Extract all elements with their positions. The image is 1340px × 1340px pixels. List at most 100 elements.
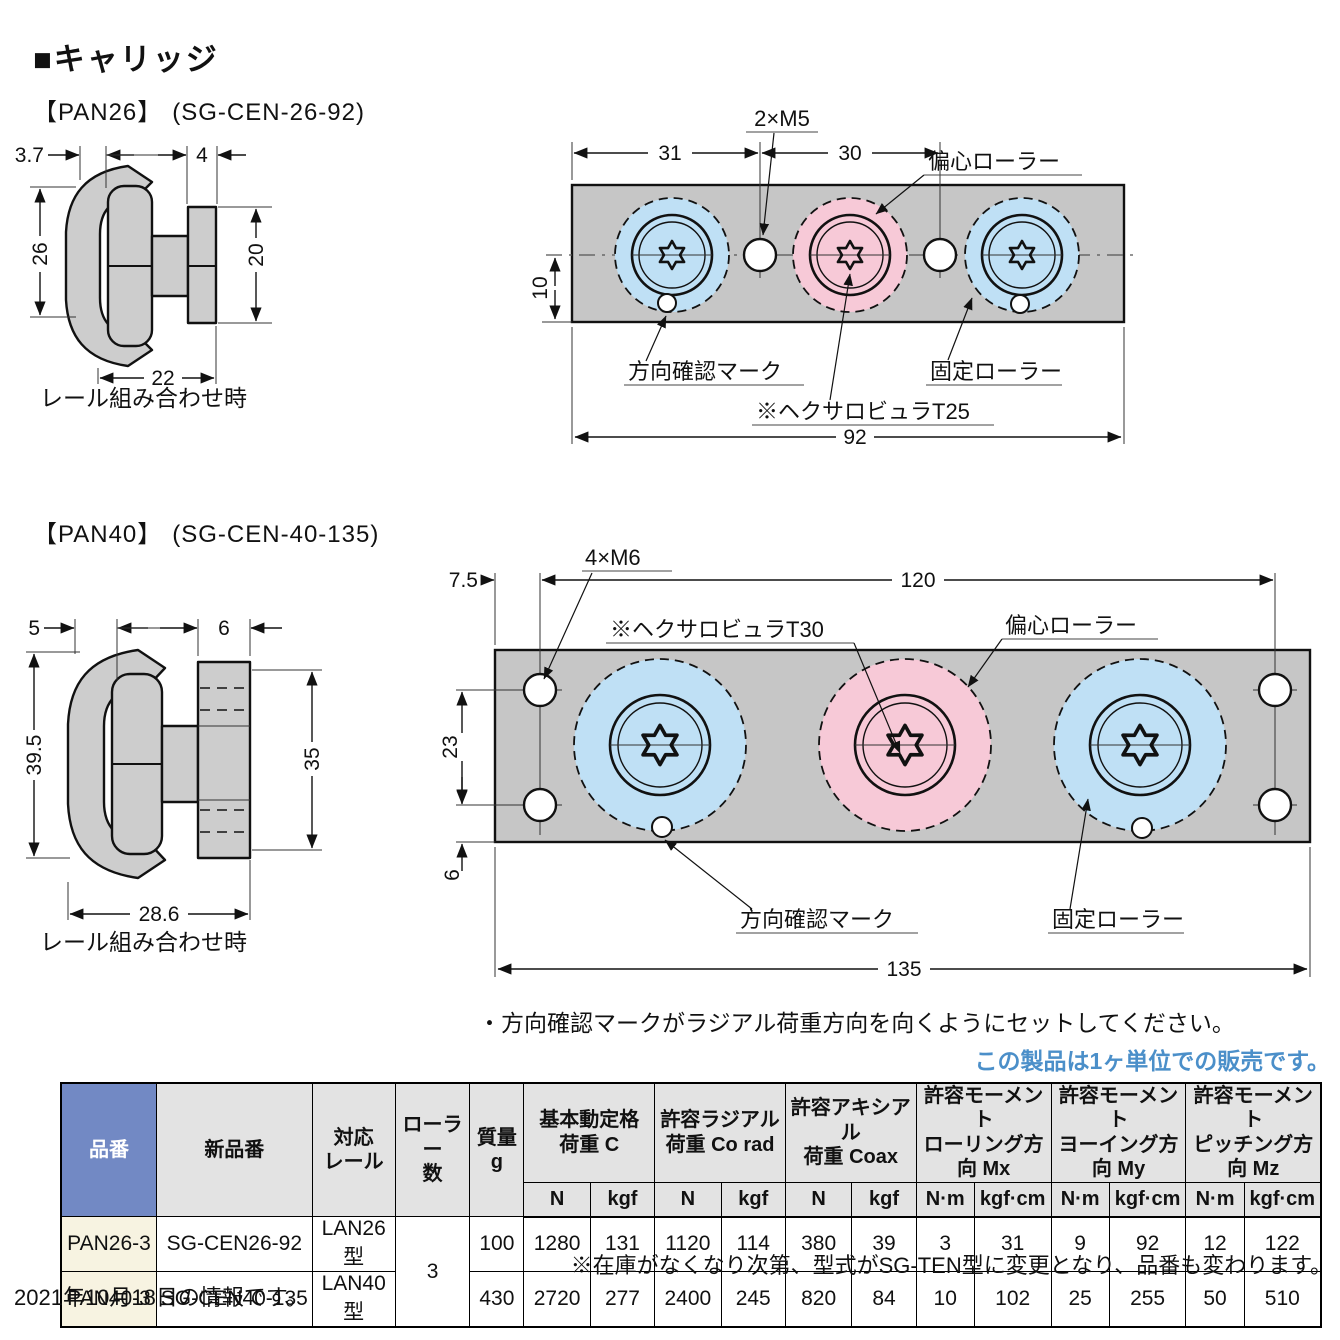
svg-text:※ヘクサロビュラT30: ※ヘクサロビュラT30 bbox=[610, 617, 824, 642]
pan40-side-caption: レール組み合わせ時 bbox=[40, 929, 247, 955]
unit-nm: N·m bbox=[1185, 1181, 1245, 1218]
pan40-dim-7-5: 7.5 bbox=[449, 569, 495, 592]
pan40-stem bbox=[160, 724, 200, 804]
header-new-part: 新品番 bbox=[155, 1082, 313, 1218]
pan26-plan-drawing: 31 30 10 92 2×M5 偏心ローラー 方向確認マーク 固定ローラー bbox=[529, 106, 1140, 449]
svg-text:30: 30 bbox=[838, 142, 861, 165]
pan26-direction-mark-right bbox=[1010, 294, 1030, 314]
unit-kgf: kgf bbox=[589, 1181, 656, 1218]
cell-c-kgf: 131 bbox=[589, 1216, 656, 1273]
stock-change-note: ※在庫がなくなり次第、型式がSG-TEN型に変更となり、品番も変わります。 bbox=[570, 1253, 1332, 1278]
pan40-roller-side bbox=[110, 672, 164, 856]
header-rollers: ローラー 数 bbox=[394, 1082, 471, 1218]
header-moment-pitching: 許容モーメント ピッチング方向 Mz bbox=[1185, 1082, 1322, 1183]
pan40-direction-mark bbox=[651, 816, 673, 838]
pan26-heading: 【PAN26】 (SG-CEN-26-92) bbox=[33, 92, 365, 127]
header-part: 品番 bbox=[60, 1082, 157, 1218]
unit-kgf: kgf bbox=[851, 1181, 917, 1218]
cell-mz-kgfcm: 122 bbox=[1243, 1216, 1322, 1273]
pan40-label-direction-mark: 方向確認マーク bbox=[664, 839, 918, 934]
pan40-fixed-roller-right bbox=[1053, 658, 1227, 839]
pan26-dim-4: 4 bbox=[158, 144, 246, 204]
unit-n: N bbox=[654, 1181, 722, 1218]
sales-unit-note: この製品は1ヶ単位での販売です。 bbox=[974, 1048, 1331, 1074]
svg-text:※ヘクサロビュラT25: ※ヘクサロビュラT25 bbox=[756, 399, 970, 424]
cell-mx-nm: 10 bbox=[915, 1271, 975, 1328]
spec-table: 品番 新品番 対応 レール ローラー 数 質量 g 基本動定格 荷重 C 許容ラ… bbox=[60, 1082, 1322, 1329]
pan40-dim-39-5: 39.5 bbox=[23, 651, 80, 859]
svg-text:偏心ローラー: 偏心ローラー bbox=[1005, 613, 1137, 638]
pan40-side-drawing: 5 6 39.5 35 28.6 レール組み合わせ時 bbox=[23, 617, 324, 955]
pan26-rail-clamp bbox=[64, 164, 154, 368]
unit-kgfcm: kgf·cm bbox=[973, 1181, 1052, 1218]
header-axial-load: 許容アキシアル 荷重 Coax bbox=[784, 1082, 917, 1183]
cell-new-part: SG-CEN40-135 bbox=[155, 1271, 313, 1328]
pan40-heading: 【PAN40】 (SG-CEN-40-135) bbox=[33, 514, 379, 549]
pan26-m5-hole-2 bbox=[922, 237, 958, 273]
pan40-label-fixed-roller: 固定ローラー bbox=[1048, 798, 1184, 934]
cell-rollers: 3 bbox=[394, 1216, 471, 1328]
svg-text:135: 135 bbox=[886, 958, 921, 981]
pan26-label-direction-mark: 方向確認マーク bbox=[624, 315, 804, 386]
svg-text:7.5: 7.5 bbox=[449, 569, 478, 592]
svg-text:22: 22 bbox=[151, 367, 174, 390]
header-moment-rolling: 許容モーメント ローリング方向 Mx bbox=[915, 1082, 1052, 1183]
svg-text:6: 6 bbox=[441, 869, 464, 881]
svg-text:23: 23 bbox=[439, 735, 462, 758]
pan26-dim-92: 92 bbox=[574, 426, 1122, 449]
pan40-rail-block bbox=[196, 660, 252, 860]
unit-n: N bbox=[784, 1181, 853, 1218]
unit-kgfcm: kgf·cm bbox=[1108, 1181, 1187, 1218]
cell-coax-kgf: 39 bbox=[851, 1216, 917, 1273]
cell-mx-nm: 3 bbox=[915, 1216, 975, 1273]
pan26-m5-hole-1 bbox=[742, 237, 778, 273]
svg-text:26: 26 bbox=[29, 242, 52, 265]
svg-text:92: 92 bbox=[843, 426, 866, 449]
cell-my-kgfcm: 92 bbox=[1108, 1216, 1187, 1273]
cell-coax-n: 380 bbox=[784, 1216, 853, 1273]
table-header-row: 品番 新品番 対応 レール ローラー 数 質量 g 基本動定格 荷重 C 許容ラ… bbox=[60, 1082, 1322, 1218]
pan26-roller-side bbox=[106, 184, 154, 348]
page-title: ■キャリッジ bbox=[33, 42, 219, 77]
cell-rail: LAN40型 bbox=[311, 1271, 396, 1328]
pan40-fixed-roller-left bbox=[573, 658, 747, 838]
info-date: 2021年10月18日の情報です。 bbox=[14, 1285, 308, 1310]
header-basic-load: 基本動定格 荷重 C bbox=[523, 1082, 656, 1183]
cell-mz-nm: 12 bbox=[1185, 1216, 1245, 1273]
cell-corad-kgf: 114 bbox=[720, 1216, 786, 1273]
pan40-dim-120: 120 bbox=[541, 569, 1274, 592]
pan40-m6-hole-1 bbox=[522, 672, 558, 708]
pan26-label-eccentric-roller: 偏心ローラー bbox=[875, 149, 1082, 215]
set-direction-note: ・方向確認マークがラジアル荷重方向を向くようにセットしてください。 bbox=[478, 1010, 1235, 1036]
pan26-rail-block bbox=[186, 205, 218, 325]
pan26-side-drawing: 3.7 4 26 20 22 レール組み合わせ時 bbox=[15, 144, 272, 411]
table-units-row: N kgf N kgf N kgf N·m kgf·cm N·m kgf·cm … bbox=[61, 1181, 1322, 1218]
pan26-fixed-roller-left bbox=[614, 197, 730, 313]
svg-text:5: 5 bbox=[28, 617, 40, 640]
pan26-fixed-roller-right bbox=[964, 197, 1080, 314]
pan26-eccentric-roller bbox=[792, 197, 908, 313]
svg-text:方向確認マーク: 方向確認マーク bbox=[628, 359, 782, 384]
cell-part: PAN26-3 bbox=[60, 1216, 157, 1273]
cell-coax-n: 820 bbox=[784, 1271, 853, 1328]
svg-text:方向確認マーク: 方向確認マーク bbox=[740, 907, 894, 932]
pan40-label-torx: ※ヘクサロビュラT30 bbox=[606, 617, 901, 754]
pan26-label-fixed-roller: 固定ローラー bbox=[926, 297, 1062, 386]
svg-text:39.5: 39.5 bbox=[23, 735, 46, 776]
pan40-dim-6: 6 bbox=[160, 617, 282, 656]
svg-text:28.6: 28.6 bbox=[139, 903, 180, 926]
cell-mass: 100 bbox=[469, 1216, 525, 1273]
cell-my-nm: 25 bbox=[1050, 1271, 1110, 1328]
pan40-dim-135: 135 bbox=[497, 958, 1308, 981]
header-mass: 質量 g bbox=[469, 1082, 525, 1218]
header-moment-yawing: 許容モーメント ヨーイング方向 My bbox=[1050, 1082, 1187, 1183]
svg-text:120: 120 bbox=[900, 569, 935, 592]
pan26-label-screw: 2×M5 bbox=[746, 106, 818, 236]
spec-table-container: 品番 新品番 対応 レール ローラー 数 質量 g 基本動定格 荷重 C 許容ラ… bbox=[60, 1082, 1322, 1329]
svg-text:3.7: 3.7 bbox=[15, 144, 44, 167]
pan40-m6-hole-3 bbox=[1257, 672, 1293, 708]
pan26-dim-20: 20 bbox=[218, 206, 272, 324]
cell-mz-kgfcm: 510 bbox=[1243, 1271, 1322, 1328]
svg-text:4×M6: 4×M6 bbox=[585, 545, 641, 570]
